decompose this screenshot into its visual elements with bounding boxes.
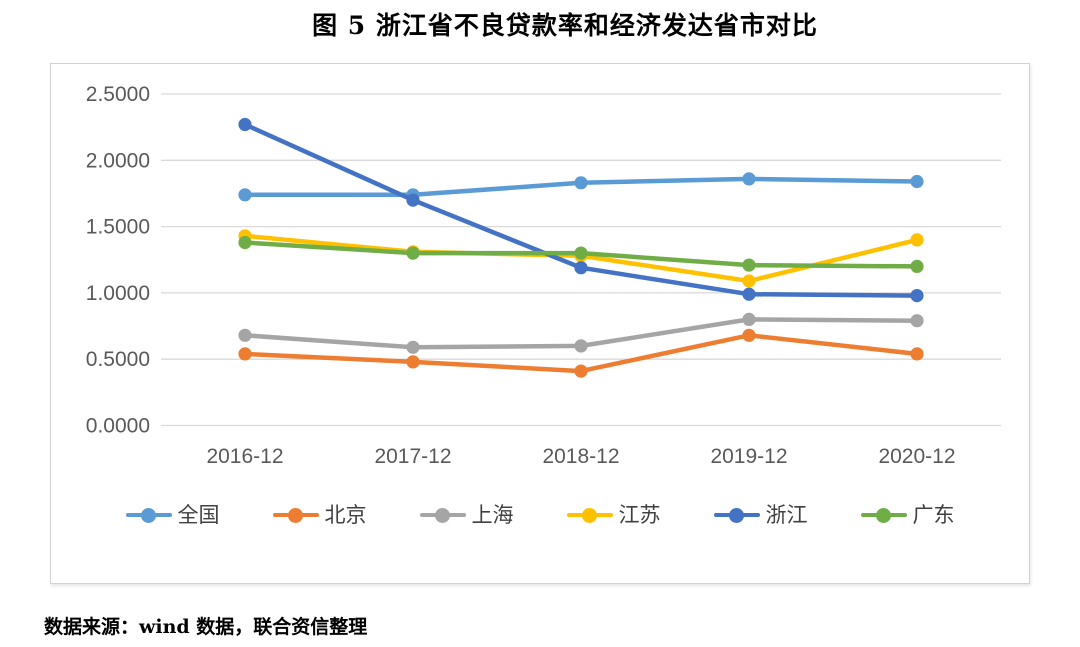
data-point-全国-2019-12 bbox=[742, 172, 756, 186]
y-axis-tick-label: 2.0000 bbox=[86, 149, 150, 172]
data-point-全国-2016-12 bbox=[238, 188, 252, 202]
data-point-广东-2016-12 bbox=[238, 235, 252, 250]
legend-item-全国: 全国 bbox=[125, 503, 220, 527]
legend-label: 全国 bbox=[177, 503, 220, 527]
legend-dot-swatch bbox=[141, 507, 156, 523]
legend-item-广东: 广东 bbox=[860, 503, 955, 527]
legend-dot-swatch bbox=[288, 507, 303, 523]
data-point-浙江-2019-12 bbox=[742, 287, 756, 301]
legend-line-dot-icon bbox=[713, 507, 760, 523]
legend-label: 江苏 bbox=[618, 503, 661, 527]
legend-line-dot-icon bbox=[125, 507, 172, 523]
legend-label: 广东 bbox=[912, 503, 955, 527]
chart-title: 图 5 浙江省不良贷款率和经济发达省市对比 bbox=[312, 11, 818, 40]
data-point-上海-2019-12 bbox=[742, 312, 756, 326]
legend-dot-swatch bbox=[435, 507, 450, 523]
data-point-广东-2019-12 bbox=[742, 258, 756, 272]
data-point-广东-2020-12 bbox=[910, 259, 924, 273]
data-point-全国-2020-12 bbox=[910, 174, 924, 189]
line-chart-plot: 2.5000 2.0000 1.5000 1.0000 0.5000 0.0000 2016… bbox=[86, 83, 1001, 468]
legend-item-北京: 北京 bbox=[272, 503, 367, 527]
legend-item-浙江: 浙江 bbox=[713, 503, 808, 527]
data-point-江苏-2019-12 bbox=[742, 274, 756, 288]
data-point-广东-2018-12 bbox=[574, 246, 588, 260]
legend-line-dot-icon bbox=[860, 507, 907, 523]
data-point-浙江-2016-12 bbox=[238, 117, 252, 132]
legend-label: 浙江 bbox=[765, 503, 808, 527]
data-point-浙江-2018-12 bbox=[574, 261, 588, 275]
data-point-上海-2020-12 bbox=[910, 314, 924, 328]
chart-legend: 全国 北京 上海 江苏 浙江 广东 bbox=[51, 500, 1029, 530]
data-point-浙江-2020-12 bbox=[910, 289, 924, 303]
source-note: 数据来源：wind 数据，联合资信整理 bbox=[44, 616, 368, 638]
data-point-浙江-2017-12 bbox=[406, 193, 420, 207]
y-axis-tick-label: 1.0000 bbox=[86, 282, 150, 305]
legend-line-dot-icon bbox=[272, 507, 319, 523]
x-axis-tick-label: 2020-12 bbox=[878, 445, 955, 468]
legend-item-上海: 上海 bbox=[419, 503, 514, 527]
legend-item-江苏: 江苏 bbox=[566, 503, 661, 527]
x-axis-tick-label: 2016-12 bbox=[206, 445, 283, 468]
data-point-北京-2016-12 bbox=[238, 347, 252, 361]
legend-dot-swatch bbox=[729, 507, 744, 523]
data-point-上海-2017-12 bbox=[406, 340, 420, 354]
data-point-北京-2018-12 bbox=[574, 364, 588, 378]
data-point-北京-2017-12 bbox=[406, 355, 420, 369]
y-axis-tick-label: 2.5000 bbox=[86, 83, 150, 106]
legend-label: 上海 bbox=[471, 503, 514, 527]
x-axis-tick-label: 2018-12 bbox=[542, 445, 619, 468]
data-point-全国-2018-12 bbox=[574, 176, 588, 190]
x-axis-tick-label: 2017-12 bbox=[374, 445, 451, 468]
data-point-江苏-2020-12 bbox=[910, 233, 924, 247]
legend-dot-swatch bbox=[876, 507, 891, 523]
data-point-北京-2019-12 bbox=[742, 328, 756, 342]
legend-line-dot-icon bbox=[419, 507, 466, 523]
legend-dot-swatch bbox=[582, 507, 597, 523]
y-axis-tick-label: 1.5000 bbox=[86, 216, 150, 239]
legend-line-dot-icon bbox=[566, 507, 613, 523]
y-axis-tick-label: 0.0000 bbox=[86, 415, 150, 438]
y-axis-tick-label: 0.5000 bbox=[86, 348, 150, 371]
data-point-北京-2020-12 bbox=[910, 347, 924, 361]
x-axis-tick-label: 2019-12 bbox=[710, 445, 787, 468]
legend-label: 北京 bbox=[324, 503, 367, 527]
data-point-上海-2016-12 bbox=[238, 328, 252, 342]
chart-frame: 2.5000 2.0000 1.5000 1.0000 0.5000 0.0000 2016… bbox=[50, 63, 1030, 584]
data-point-广东-2017-12 bbox=[406, 246, 420, 260]
data-point-上海-2018-12 bbox=[574, 339, 588, 353]
